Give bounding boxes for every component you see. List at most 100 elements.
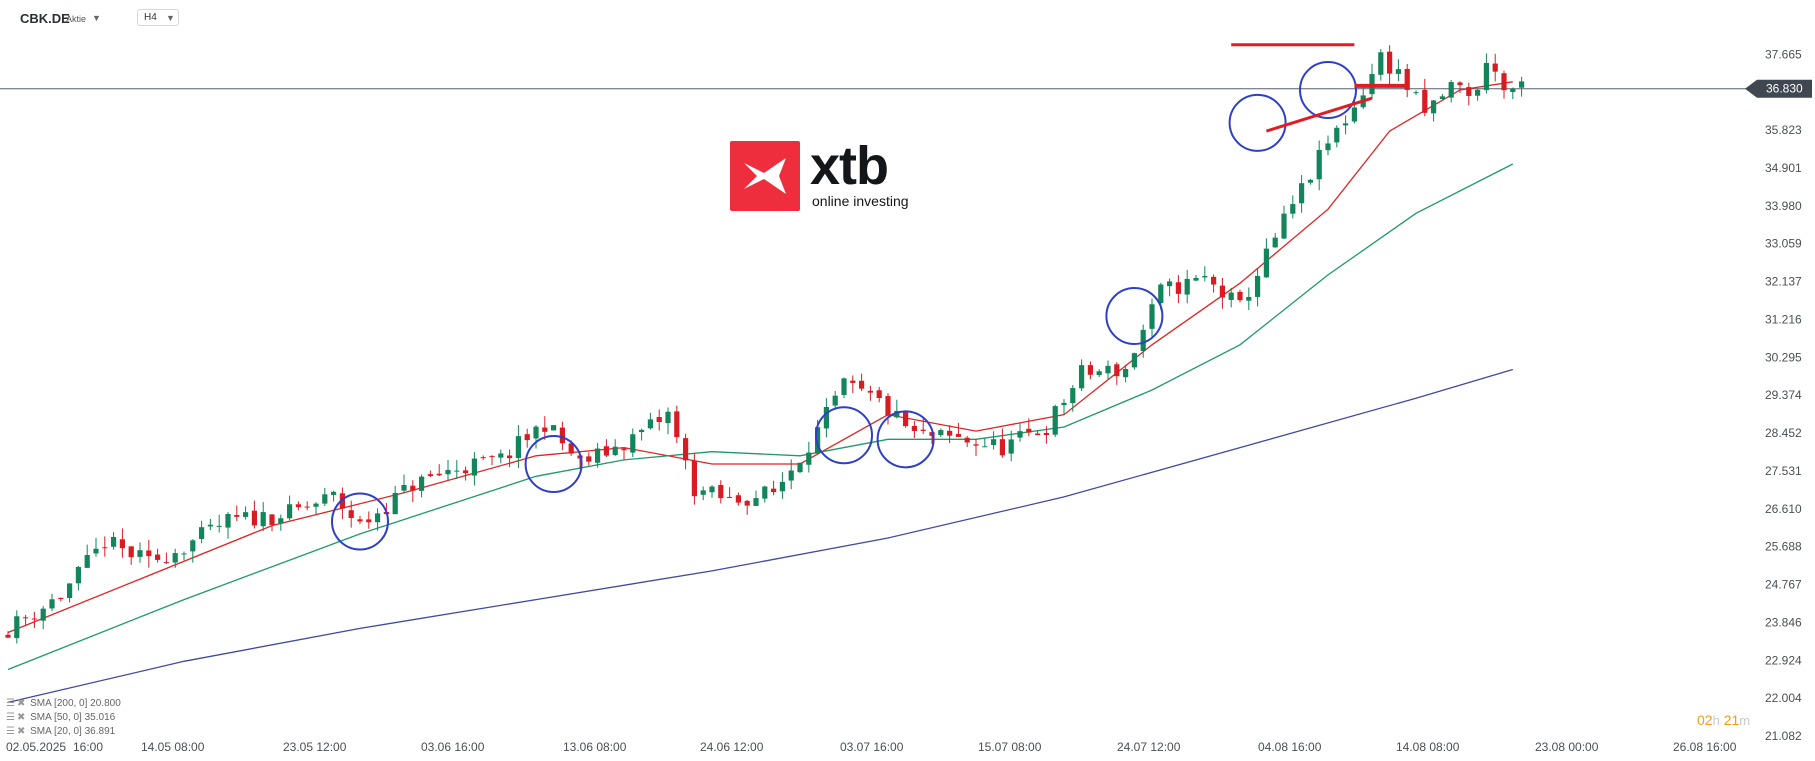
- candle-bearish: [1466, 87, 1472, 96]
- candle-bearish: [586, 456, 592, 462]
- highlight-circle: [331, 492, 389, 551]
- candle-bearish: [366, 519, 372, 523]
- indicator-menu-icon[interactable]: ☰: [6, 726, 15, 737]
- y-tick-label: 31.216: [1765, 312, 1802, 326]
- candle-bearish: [885, 396, 891, 416]
- candle-bearish: [1492, 63, 1498, 72]
- candle-bullish: [93, 548, 99, 554]
- candle-bearish: [102, 547, 108, 549]
- candle-bearish: [1175, 282, 1181, 294]
- chart-toolbar: CBK.DE Aktie ▼ H4 ▼: [0, 0, 1815, 34]
- candle-bullish: [216, 525, 222, 527]
- candle-bullish: [1017, 431, 1023, 438]
- candle-bullish: [1131, 353, 1137, 368]
- x-tick-label: 13.06 08:00: [563, 740, 627, 754]
- candle-bullish: [1061, 402, 1067, 406]
- candle-bullish: [313, 503, 319, 507]
- countdown-minutes: 21: [1723, 712, 1740, 728]
- candle-bullish: [762, 486, 768, 499]
- indicator-remove-icon[interactable]: ✖: [16, 698, 26, 709]
- timeframe-select[interactable]: H4: [137, 9, 179, 26]
- symbol-label[interactable]: CBK.DE: [20, 11, 70, 26]
- candle-bullish: [498, 453, 504, 458]
- y-tick-label: 33.980: [1765, 199, 1802, 213]
- candle-bullish: [1290, 204, 1296, 214]
- legend-item-sma200[interactable]: ☰ ✖ SMA [200, 0] 20.800: [6, 698, 121, 709]
- indicator-remove-icon[interactable]: ✖: [16, 726, 26, 737]
- candle-bullish: [841, 378, 847, 395]
- y-tick-label: 22.924: [1765, 653, 1802, 667]
- candle-bullish: [111, 536, 117, 547]
- candle-bearish: [911, 425, 917, 431]
- legend-item-sma50[interactable]: ☰ ✖ SMA [50, 0] 35.016: [6, 712, 115, 723]
- highlight-circle: [1299, 60, 1357, 119]
- xtb-logo: xtb online investing: [730, 136, 915, 213]
- candle-bearish: [155, 554, 161, 560]
- x-tick-label: 16:00: [73, 740, 103, 754]
- x-tick-label: 24.07 12:00: [1117, 740, 1181, 754]
- legend-label: SMA [20, 0] 36.891: [30, 726, 116, 737]
- candle-bullish: [454, 470, 460, 472]
- candle-bullish: [595, 448, 601, 463]
- candle-bearish: [427, 474, 433, 477]
- candle-bullish: [1431, 100, 1437, 114]
- candle-bullish: [1519, 81, 1525, 88]
- symbol-dropdown-icon[interactable]: ▼: [92, 13, 101, 23]
- candle-bearish: [1026, 428, 1032, 433]
- highlight-circle: [524, 434, 583, 493]
- candle-bullish: [1255, 275, 1261, 297]
- y-tick-label: 23.846: [1765, 615, 1802, 629]
- candle-bullish: [665, 411, 671, 424]
- y-tick-label: 26.610: [1765, 502, 1802, 516]
- candle-bullish: [753, 498, 759, 506]
- candle-bearish: [348, 510, 354, 519]
- x-tick-label: 04.08 16:00: [1258, 740, 1322, 754]
- candle-bearish: [542, 427, 548, 432]
- moving-average-line: [7, 368, 1513, 704]
- candle-bearish: [119, 539, 125, 549]
- candle-bullish: [1008, 439, 1014, 454]
- candle-bullish: [49, 599, 55, 609]
- candle-bullish: [1184, 278, 1190, 295]
- highlight-circle: [815, 406, 873, 465]
- candle-bearish: [603, 446, 609, 456]
- indicator-menu-icon[interactable]: ☰: [6, 698, 15, 709]
- candle-bearish: [304, 506, 310, 508]
- current-price-tag: 36.830: [1745, 79, 1812, 98]
- candle-bullish: [1510, 88, 1516, 92]
- indicator-menu-icon[interactable]: ☰: [6, 712, 15, 723]
- candle-bullish: [445, 469, 451, 475]
- candle-bullish: [823, 407, 829, 429]
- candle-bearish: [463, 470, 469, 474]
- y-tick-label: 25.688: [1765, 540, 1802, 554]
- timeframe-dropdown-icon[interactable]: ▼: [166, 13, 175, 23]
- instrument-type-label: Aktie: [66, 14, 87, 24]
- legend-label: SMA [200, 0] 20.800: [30, 698, 121, 709]
- candle-bullish: [991, 439, 997, 446]
- indicator-remove-icon[interactable]: ✖: [16, 712, 26, 723]
- candle-bullish: [1105, 365, 1111, 374]
- candle-bullish: [1475, 89, 1481, 96]
- candle-bearish: [1237, 291, 1243, 301]
- candle-bullish: [1158, 284, 1164, 304]
- candle-bullish: [1299, 183, 1305, 204]
- candle-bullish: [84, 554, 90, 568]
- y-tick-label: 33.059: [1765, 237, 1802, 251]
- x-tick-label: 15.07 08:00: [978, 740, 1042, 754]
- candle-bullish: [1343, 123, 1349, 126]
- x-tick-label: 24.06 12:00: [700, 740, 764, 754]
- candle-bearish: [691, 460, 697, 497]
- candle-bearish: [1114, 364, 1120, 377]
- x-tick-label: 14.05 08:00: [141, 740, 205, 754]
- candle-bullish: [207, 524, 213, 527]
- candle-bearish: [929, 432, 935, 436]
- candle-bullish: [1070, 388, 1076, 404]
- candle-bearish: [163, 562, 169, 564]
- candle-bearish: [1043, 432, 1049, 436]
- candle-bullish: [331, 491, 337, 495]
- candle-bearish: [1219, 285, 1225, 298]
- candle-bearish: [1457, 82, 1463, 86]
- legend-item-sma20[interactable]: ☰ ✖ SMA [20, 0] 36.891: [6, 726, 115, 737]
- candle-bearish: [1035, 433, 1041, 436]
